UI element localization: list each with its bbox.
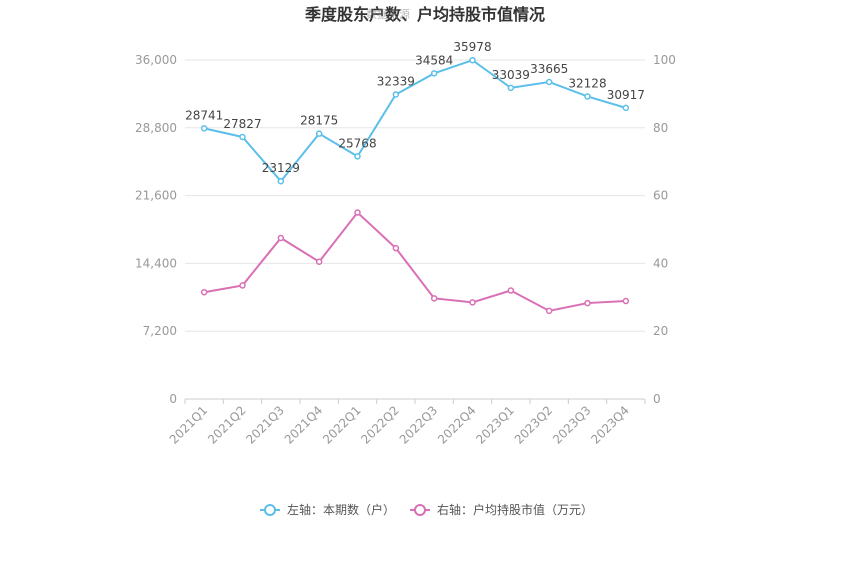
- legend: 左轴：本期数（户） 右轴：户均持股市值（万元）: [260, 502, 593, 517]
- data-point: [315, 258, 323, 265]
- data-point: [200, 288, 208, 296]
- data-label: 33039: [492, 68, 530, 82]
- data-point: [239, 282, 246, 289]
- data-label: 28175: [300, 114, 338, 128]
- data-point: [354, 153, 361, 160]
- data-label: 32128: [568, 76, 606, 90]
- x-axis-tick-label: 2023Q3: [550, 403, 594, 447]
- left-y-axis: 0 7,200 14,400 21,600 28,800 36,000: [135, 53, 177, 406]
- x-axis: 2021Q12021Q22021Q32021Q42022Q12022Q22022…: [167, 398, 646, 447]
- series-line-2: [203, 211, 626, 312]
- left-axis-tick-label: 14,400: [135, 256, 177, 270]
- data-point: [584, 93, 591, 100]
- x-axis-tick-label: 2021Q4: [282, 403, 326, 447]
- right-axis-tick-label: 40: [653, 256, 668, 270]
- right-y-axis: 0 20 40 60 80 100: [653, 53, 676, 406]
- left-axis-tick-label: 28,800: [135, 121, 177, 135]
- right-axis-tick-label: 80: [653, 121, 668, 135]
- grid-lines: [185, 59, 645, 332]
- x-axis-tick-label: 2022Q1: [320, 403, 364, 447]
- data-label: 27827: [223, 117, 261, 131]
- x-axis-tick-label: 2022Q4: [435, 403, 479, 447]
- x-axis-tick-label: 2021Q1: [167, 403, 211, 447]
- data-point: [354, 209, 361, 216]
- x-axis-tick-label: 2021Q3: [243, 403, 287, 447]
- data-point: [315, 130, 323, 137]
- data-label: 34584: [415, 53, 453, 67]
- series-line-1: [203, 59, 627, 183]
- watermark-text: 数据来源: [366, 7, 410, 21]
- data-point: [392, 91, 400, 98]
- data-point: [622, 297, 630, 305]
- x-axis-tick-label: 2023Q2: [512, 403, 556, 447]
- data-label: 28741: [185, 108, 223, 122]
- data-label: 25768: [338, 136, 376, 150]
- right-axis-tick-label: 60: [653, 189, 668, 203]
- data-point: [507, 287, 515, 294]
- legend-label: 右轴：户均持股市值（万元）: [437, 502, 593, 517]
- x-axis-tick-label: 2022Q2: [358, 403, 402, 447]
- left-axis-tick-label: 21,600: [135, 189, 177, 203]
- data-point: [584, 299, 591, 307]
- x-axis-tick-label: 2023Q1: [473, 403, 517, 447]
- data-point: [507, 84, 515, 92]
- legend-marker: [414, 504, 426, 516]
- right-axis-tick-label: 100: [653, 53, 676, 67]
- data-point: [469, 299, 476, 306]
- legend-marker: [264, 504, 276, 516]
- data-point: [430, 295, 438, 302]
- data-label: 30917: [607, 88, 645, 102]
- data-point: [622, 104, 630, 112]
- data-point: [545, 307, 553, 315]
- data-point: [239, 133, 246, 141]
- data-point: [469, 56, 476, 64]
- data-label: 35978: [453, 40, 491, 54]
- right-axis-tick-label: 20: [653, 324, 668, 338]
- chart-title: 季度股东户数、户均持股市值情况: [304, 5, 545, 24]
- right-axis-tick-label: 0: [653, 392, 661, 406]
- data-label: 32339: [377, 74, 415, 88]
- x-axis-tick-label: 2022Q3: [397, 403, 441, 447]
- legend-label: 左轴：本期数（户）: [287, 502, 395, 517]
- data-point: [200, 125, 208, 132]
- left-axis-tick-label: 0: [169, 392, 177, 406]
- x-axis-tick-label: 2023Q4: [588, 403, 632, 447]
- data-point: [277, 177, 285, 185]
- left-axis-tick-label: 7,200: [143, 324, 177, 338]
- data-label: 33665: [530, 62, 568, 76]
- data-point: [545, 78, 553, 86]
- data-point: [392, 244, 400, 252]
- x-axis-tick-label: 2021Q2: [205, 403, 249, 447]
- left-axis-tick-label: 36,000: [135, 53, 177, 67]
- data-point: [430, 70, 438, 77]
- data-point: [277, 234, 285, 242]
- data-label: 23129: [262, 161, 300, 175]
